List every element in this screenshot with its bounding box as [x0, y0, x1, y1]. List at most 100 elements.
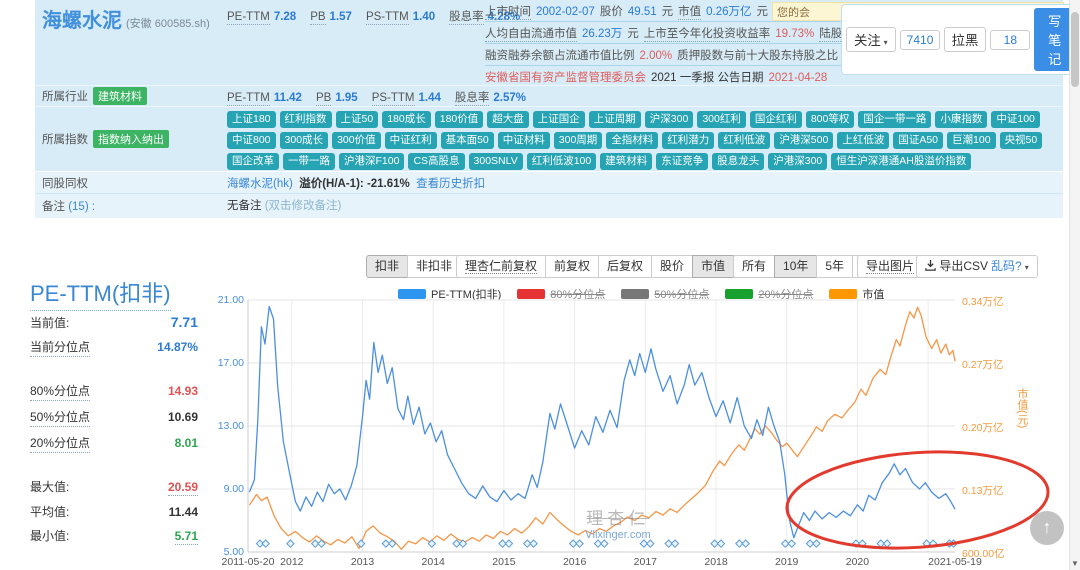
index-tag[interactable]: 红利低波 [718, 132, 771, 149]
write-note-button[interactable]: 写笔记 [1034, 8, 1075, 71]
stat-row[interactable]: 20%分位点 8.01 [30, 434, 198, 453]
stat-row[interactable]: 最大值: 20.59 [30, 478, 198, 496]
index-tag[interactable]: 一带一路 [283, 153, 335, 170]
toolbar-button-股价[interactable]: 股价 [651, 255, 694, 278]
info-row[interactable]: 安徽省国有资产监督管理委员会 2021 一季报 公告日期 2021-04-28 [485, 66, 1060, 87]
index-tag[interactable]: 小康指数 [935, 111, 988, 128]
stat-row[interactable]: 当前分位点 14.87% [30, 338, 198, 357]
index-tag[interactable]: 300价值 [332, 132, 381, 149]
index-tag[interactable]: 建筑材料 [600, 153, 653, 170]
index-tag[interactable]: 沪港深F100 [339, 153, 405, 170]
index-tag[interactable]: 中证800 [227, 132, 276, 149]
index-tag[interactable]: CS高股息 [408, 153, 465, 170]
index-tag[interactable]: 上证国企 [532, 111, 585, 128]
index-tag[interactable]: 中证100 [991, 111, 1040, 128]
index-tag[interactable]: 央视50 [999, 132, 1043, 149]
stock-metric-label[interactable]: PB [310, 11, 326, 25]
index-tag[interactable]: 股息龙头 [712, 153, 765, 170]
index-tag[interactable]: 800等权 [805, 111, 855, 128]
industry-metric-label[interactable]: PS-TTM [371, 92, 415, 106]
stat-row[interactable]: 当前值: 7.71 [30, 314, 198, 331]
industry-metric-label[interactable]: PE-TTM [227, 92, 270, 106]
stat-row[interactable]: 最小值: 5.71 [30, 527, 198, 545]
stat-row[interactable]: 50%分位点 10.69 [30, 408, 198, 427]
index-tag[interactable]: 沪深300 [644, 111, 694, 128]
hk-stock-link[interactable]: 海螺水泥(hk) [227, 178, 293, 190]
legend-item-20%分位点[interactable]: 20%分位点 [725, 286, 813, 302]
legend-item-50%分位点[interactable]: 50%分位点 [621, 286, 709, 302]
legend-swatch[interactable] [829, 289, 858, 299]
index-tag[interactable]: 中证材料 [497, 132, 550, 149]
index-tag[interactable]: 300成长 [279, 132, 329, 149]
industry-metric[interactable]: PS-TTM 1.44 [371, 92, 441, 106]
index-tag[interactable]: 上证周期 [588, 111, 641, 128]
toolbar-button-5年[interactable]: 5年 [816, 255, 854, 278]
note-count[interactable]: (15) : [68, 201, 96, 213]
index-tag[interactable]: 300周期 [553, 132, 603, 149]
industry-metric-label[interactable]: 股息率 [454, 92, 490, 106]
stat-row[interactable]: 平均值: 11.44 [30, 503, 198, 520]
csv-garbled-link[interactable]: 乱码? [991, 259, 1022, 273]
toolbar-button-非扣非[interactable]: 非扣非 [407, 255, 462, 278]
index-tag[interactable]: 沪港深300 [768, 153, 828, 170]
info-segment[interactable]: 上市至今年化投资收益率 [643, 28, 771, 42]
index-tag[interactable]: 恒生沪深港通AH股溢价指数 [831, 153, 972, 170]
index-tag[interactable]: 巨潮100 [947, 132, 996, 149]
index-tag[interactable]: 180价值 [434, 111, 484, 128]
note-content[interactable]: 无备注 (双击修改备注) [227, 200, 342, 212]
indices-inout-badge[interactable]: 指数纳入纳出 [93, 130, 169, 148]
stock-metric-label[interactable]: PE-TTM [227, 11, 270, 25]
index-tag[interactable]: 国企一带一路 [858, 111, 932, 128]
index-tag[interactable]: 红利指数 [279, 111, 332, 128]
toolbar-button-10年[interactable]: 10年 [774, 255, 818, 278]
pe-ttm-chart[interactable] [247, 299, 1050, 553]
index-tag[interactable]: 超大盘 [487, 111, 529, 128]
industry-badge[interactable]: 建筑材料 [93, 87, 147, 105]
toolbar-button-扣非[interactable]: 扣非 [366, 255, 409, 278]
index-tag[interactable]: 300红利 [697, 111, 746, 128]
stat-gap[interactable] [30, 364, 198, 382]
stock-metric-label[interactable]: PS-TTM [365, 11, 409, 25]
index-tag[interactable]: 沪港深500 [774, 132, 834, 149]
industry-metric-label[interactable]: PB [315, 92, 332, 106]
scrollbar-thumb[interactable] [1071, 12, 1079, 87]
follow-button[interactable]: 关注 ▾ [846, 27, 896, 52]
index-tag[interactable]: 红利潜力 [662, 132, 715, 149]
block-button[interactable]: 拉黑 [943, 27, 987, 52]
legend-swatch[interactable] [517, 289, 546, 299]
back-to-top-button[interactable]: ↑ [1030, 511, 1064, 545]
industry-metric[interactable]: PB 1.95 [315, 92, 358, 106]
info-segment[interactable]: 市值 [678, 6, 702, 20]
chart-metric-title[interactable]: PE-TTM(扣非) [30, 276, 171, 311]
legend-swatch[interactable] [398, 289, 426, 299]
info-segment[interactable]: 上市时间 [485, 6, 531, 20]
legend-item-市值[interactable]: 市值 [829, 286, 884, 302]
toolbar-button-理杏仁前复权[interactable]: 理杏仁前复权 [456, 255, 547, 278]
index-tag[interactable]: 300SNLV [468, 153, 523, 170]
industry-metric[interactable]: PE-TTM 11.42 [227, 92, 302, 106]
legend-item-80%分位点[interactable]: 80%分位点 [517, 286, 605, 302]
index-tag[interactable]: 基本面50 [440, 132, 494, 149]
toolbar-button-前复权[interactable]: 前复权 [545, 255, 600, 278]
stock-metric[interactable]: PB 1.57 [310, 11, 352, 25]
stock-metric[interactable]: PS-TTM 1.40 [365, 11, 435, 25]
industry-metric[interactable]: 股息率 2.57% [454, 92, 526, 106]
stock-metric[interactable]: 股息率 4.28% [449, 11, 520, 25]
index-tag[interactable]: 中证红利 [384, 132, 437, 149]
index-tag[interactable]: 红利低波100 [526, 153, 597, 170]
page-scrollbar[interactable]: ▼ [1069, 0, 1080, 570]
index-tag[interactable]: 全指材料 [606, 132, 659, 149]
legend-swatch[interactable] [725, 289, 754, 299]
stat-gap[interactable] [30, 460, 198, 478]
info-segment[interactable]: 人均自由流通市值 [485, 28, 577, 42]
stock-metric-label[interactable]: 股息率 [449, 11, 484, 25]
stat-row[interactable]: 80%分位点 14.93 [30, 382, 198, 401]
index-tag[interactable]: 国企改革 [227, 153, 279, 170]
scrollbar-down-icon[interactable]: ▼ [1071, 559, 1079, 568]
index-tag[interactable]: 上红低波 [837, 132, 890, 149]
export-image-button[interactable]: 导出图片 [857, 255, 924, 278]
index-tag[interactable]: 上证180 [227, 111, 276, 128]
stock-title[interactable]: 海螺水泥 (安徽 600585.sh) [42, 4, 210, 33]
index-tag[interactable]: 上证50 [335, 111, 379, 128]
